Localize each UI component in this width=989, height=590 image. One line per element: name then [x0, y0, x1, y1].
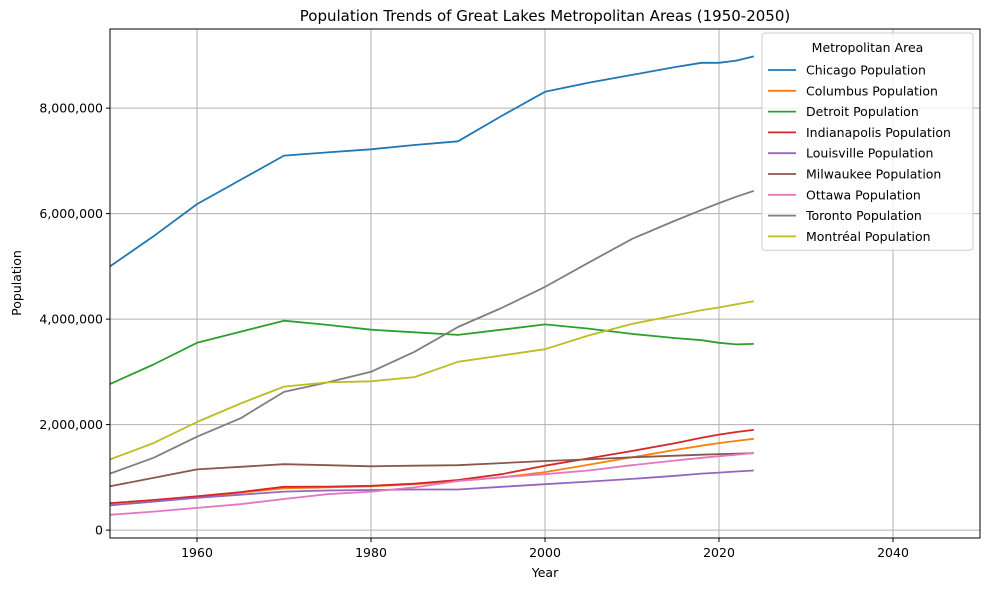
legend-entry-label: Louisville Population	[806, 146, 933, 161]
y-tick-label: 6,000,000	[39, 206, 103, 221]
x-axis: 1960 1980 2000 2020 2040	[181, 538, 909, 560]
y-axis: 0 2,000,000 4,000,000 6,000,000 8,000,000	[39, 101, 110, 538]
series-line-indianapolis-population	[109, 429, 754, 505]
legend-box	[761, 32, 974, 251]
x-tick-label: 1980	[355, 545, 387, 560]
series-lines	[109, 55, 755, 516]
x-tick-label: 1960	[181, 545, 213, 560]
legend-entry-label: Ottawa Population	[806, 187, 921, 202]
series-line-toronto-population	[109, 190, 755, 475]
legend-entry-label: Columbus Population	[806, 83, 938, 98]
chart-title: Population Trends of Great Lakes Metropo…	[300, 7, 791, 25]
y-tick-label: 8,000,000	[39, 101, 103, 116]
x-tick-label: 2020	[703, 545, 735, 560]
series-line-montreal-population	[109, 300, 754, 461]
series-line-detroit-population	[109, 319, 754, 385]
y-tick-label: 4,000,000	[39, 312, 103, 327]
legend-title: Metropolitan Area	[812, 40, 924, 55]
x-tick-label: 2040	[877, 545, 909, 560]
series-line-milwaukee-population	[109, 452, 754, 488]
legend-entry-label: Indianapolis Population	[806, 125, 951, 140]
legend-entry-label: Milwaukee Population	[806, 167, 941, 182]
series-line-louisville-population	[109, 469, 754, 507]
y-axis-label: Population	[9, 250, 24, 316]
x-axis-label: Year	[531, 565, 559, 580]
legend: Metropolitan Area Chicago Population Colu…	[761, 32, 974, 251]
legend-entry-label: Chicago Population	[806, 63, 926, 78]
y-tick-label: 0	[95, 523, 103, 538]
legend-entry-label: Detroit Population	[806, 104, 919, 119]
legend-entry-label: Toronto Population	[805, 208, 922, 223]
x-tick-label: 2000	[529, 545, 561, 560]
legend-entry-label: Montréal Population	[806, 229, 931, 244]
series-line-ottawa-population	[109, 452, 754, 516]
y-tick-label: 2,000,000	[39, 417, 103, 432]
series-line-chicago-population	[109, 55, 755, 268]
